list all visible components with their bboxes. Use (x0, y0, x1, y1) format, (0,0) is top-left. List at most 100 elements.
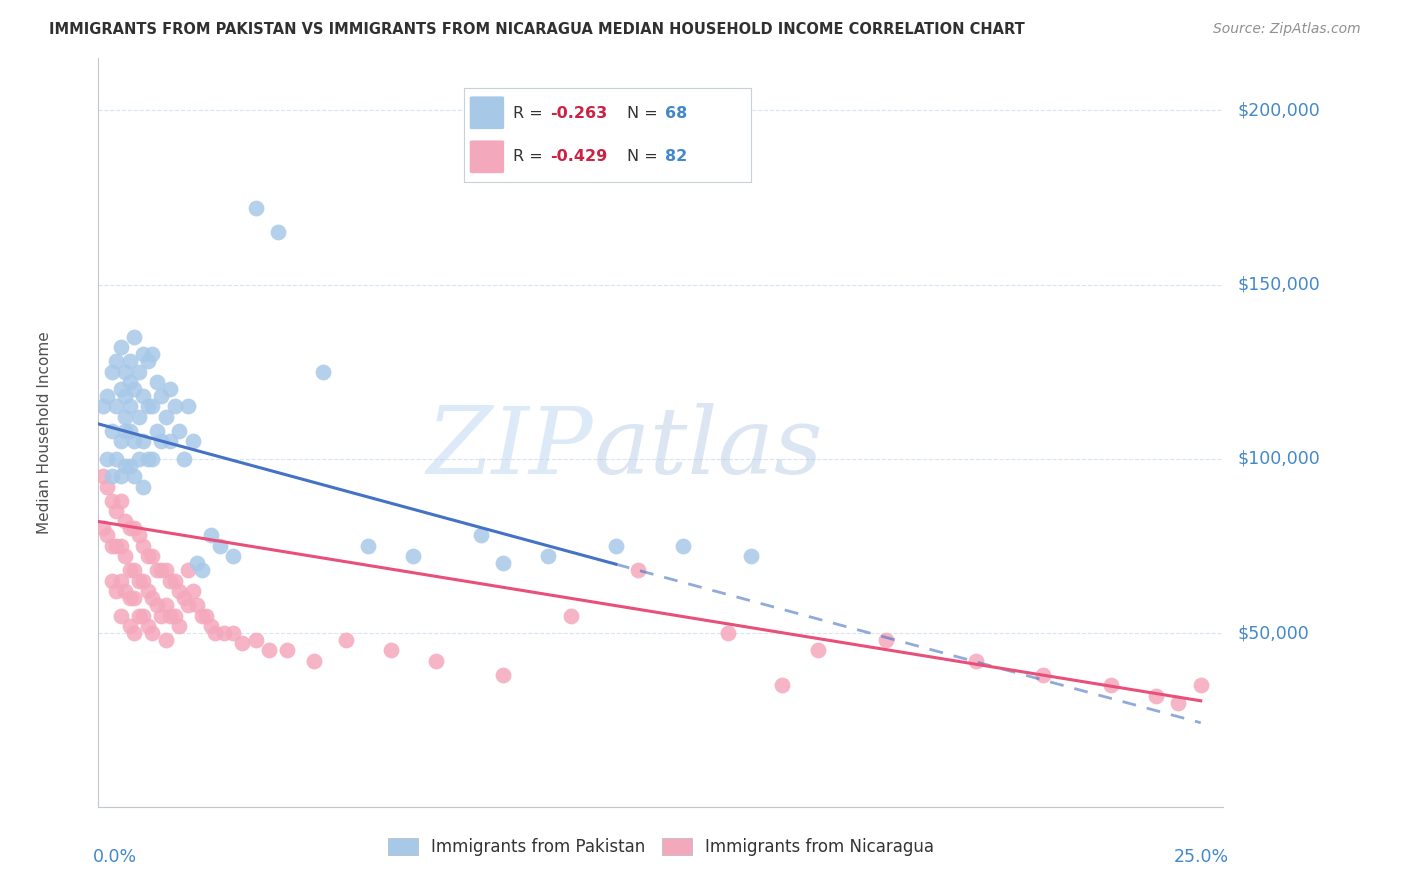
Point (118, 563, 141, 577)
Point (191, 608, 214, 623)
Point (177, 400, 200, 414)
Text: $50,000: $50,000 (1237, 624, 1309, 642)
Point (105, 504, 128, 518)
Point (141, 347, 163, 361)
Point (276, 643, 298, 657)
Point (118, 521, 141, 535)
Point (128, 574, 150, 588)
Point (155, 632, 177, 647)
Point (124, 434, 146, 449)
Text: $100,000: $100,000 (1237, 450, 1320, 467)
Point (770, 678, 793, 692)
Point (110, 608, 132, 623)
Point (150, 434, 173, 449)
Point (231, 636, 253, 650)
Point (118, 354, 141, 368)
Text: 25.0%: 25.0% (1174, 848, 1229, 866)
Point (110, 574, 132, 588)
Point (118, 591, 141, 606)
Point (492, 557, 515, 571)
Point (132, 347, 155, 361)
Point (150, 389, 173, 403)
Point (114, 458, 136, 473)
Point (124, 626, 146, 640)
Point (204, 626, 226, 640)
Text: Source: ZipAtlas.com: Source: ZipAtlas.com (1213, 22, 1361, 37)
Point (169, 424, 191, 438)
Legend: Immigrants from Pakistan, Immigrants from Nicaragua: Immigrants from Pakistan, Immigrants fro… (381, 831, 941, 863)
Point (110, 340, 132, 354)
Point (110, 382, 132, 396)
Point (128, 608, 150, 623)
Point (537, 549, 560, 564)
Point (141, 591, 163, 606)
Point (101, 365, 124, 379)
Point (560, 608, 582, 623)
Point (191, 563, 214, 577)
Text: ZIP: ZIP (426, 402, 593, 492)
Point (672, 539, 695, 553)
Point (186, 598, 208, 612)
Point (146, 424, 169, 438)
Point (105, 584, 128, 599)
Point (118, 458, 141, 473)
Point (222, 549, 245, 564)
Point (150, 563, 173, 577)
Point (114, 515, 136, 529)
Point (114, 584, 136, 599)
Point (132, 480, 155, 494)
Point (1032, 668, 1054, 682)
Point (155, 563, 177, 577)
Point (470, 528, 492, 542)
Point (91, 521, 114, 535)
Point (96, 480, 118, 494)
Point (807, 643, 830, 657)
Point (141, 549, 163, 564)
Point (118, 619, 141, 633)
Point (159, 608, 181, 623)
Point (101, 539, 124, 553)
Point (105, 354, 128, 368)
Point (114, 409, 136, 424)
Point (141, 400, 163, 414)
Point (136, 400, 159, 414)
Point (159, 434, 181, 449)
Point (101, 493, 124, 508)
Point (195, 608, 218, 623)
Text: $150,000: $150,000 (1237, 276, 1320, 293)
Point (124, 330, 146, 344)
Point (141, 451, 163, 466)
Point (110, 493, 132, 508)
Point (132, 608, 155, 623)
Point (124, 469, 146, 483)
Point (96, 528, 118, 542)
Text: 0.0%: 0.0% (93, 848, 136, 866)
Point (155, 409, 177, 424)
Point (124, 591, 146, 606)
Point (128, 409, 150, 424)
Point (105, 400, 128, 414)
Point (380, 643, 402, 657)
Point (965, 654, 987, 668)
Point (124, 382, 146, 396)
Point (163, 574, 186, 588)
Point (136, 354, 159, 368)
Point (222, 626, 245, 640)
Text: atlas: atlas (593, 402, 823, 492)
Point (132, 389, 155, 403)
Point (132, 539, 155, 553)
Point (105, 539, 128, 553)
Point (169, 584, 191, 599)
Point (141, 626, 163, 640)
Point (146, 598, 169, 612)
Point (132, 434, 155, 449)
Point (200, 528, 222, 542)
Point (91, 400, 114, 414)
Point (101, 574, 124, 588)
Point (357, 539, 380, 553)
Point (875, 632, 897, 647)
Point (118, 400, 141, 414)
Point (267, 225, 290, 239)
Text: $200,000: $200,000 (1237, 102, 1320, 120)
Point (245, 632, 267, 647)
